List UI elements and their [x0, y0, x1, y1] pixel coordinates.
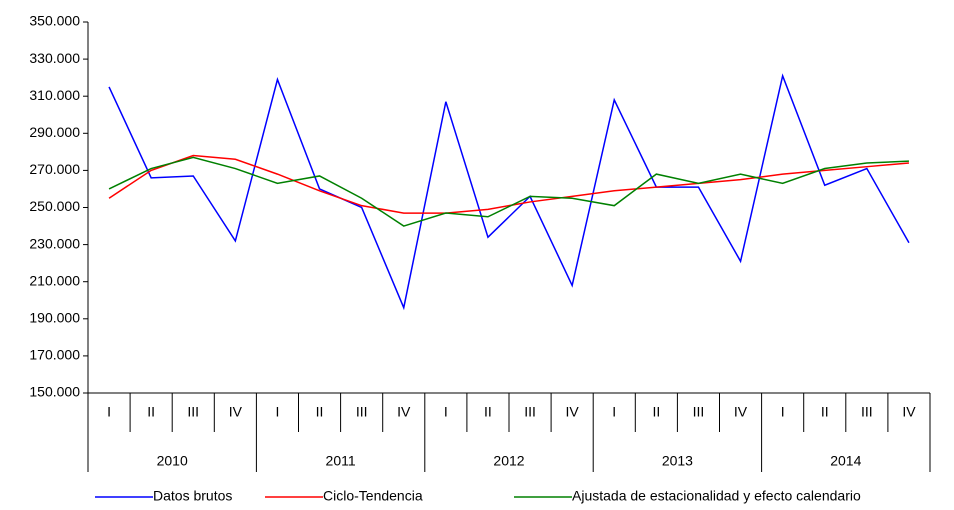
x-tick-label: II [147, 404, 155, 420]
legend-label: Datos brutos [153, 488, 232, 504]
group-label: 2014 [830, 453, 861, 469]
group-label: 2013 [662, 453, 693, 469]
y-tick-label: 230.000 [29, 235, 80, 251]
y-tick-label: 150.000 [29, 384, 80, 400]
y-tick-label: 170.000 [29, 347, 80, 363]
x-tick-label: I [444, 404, 448, 420]
y-tick-label: 290.000 [29, 124, 80, 140]
y-tick-label: 250.000 [29, 198, 80, 214]
y-tick-label: 190.000 [29, 310, 80, 326]
legend-label: Ciclo-Tendencia [323, 488, 423, 504]
x-tick-label: III [693, 404, 705, 420]
x-tick-label: II [821, 404, 829, 420]
x-tick-label: II [484, 404, 492, 420]
x-tick-label: III [356, 404, 368, 420]
x-tick-label: I [612, 404, 616, 420]
y-tick-label: 210.000 [29, 272, 80, 288]
series-line [108, 154, 910, 214]
y-tick-label: 350.000 [29, 13, 80, 29]
group-label: 2012 [493, 453, 524, 469]
series-line [108, 73, 910, 311]
x-tick-label: III [187, 404, 199, 420]
x-tick-label: IV [566, 404, 580, 420]
x-tick-label: II [316, 404, 324, 420]
group-label: 2010 [157, 453, 188, 469]
x-tick-label: I [276, 404, 280, 420]
legend-label: Ajustada de estacionalidad y efecto cale… [572, 488, 861, 504]
x-tick-label: IV [397, 404, 411, 420]
x-tick-label: IV [902, 404, 916, 420]
x-tick-label: IV [734, 404, 748, 420]
x-tick-label: I [781, 404, 785, 420]
y-tick-label: 330.000 [29, 50, 80, 66]
y-tick-label: 310.000 [29, 87, 80, 103]
series-line [108, 156, 909, 227]
x-tick-label: IV [229, 404, 243, 420]
x-tick-label: III [524, 404, 536, 420]
x-tick-label: III [861, 404, 873, 420]
y-tick-label: 270.000 [29, 161, 80, 177]
x-tick-label: II [652, 404, 660, 420]
group-label: 2011 [326, 453, 356, 469]
x-tick-label: I [107, 404, 111, 420]
